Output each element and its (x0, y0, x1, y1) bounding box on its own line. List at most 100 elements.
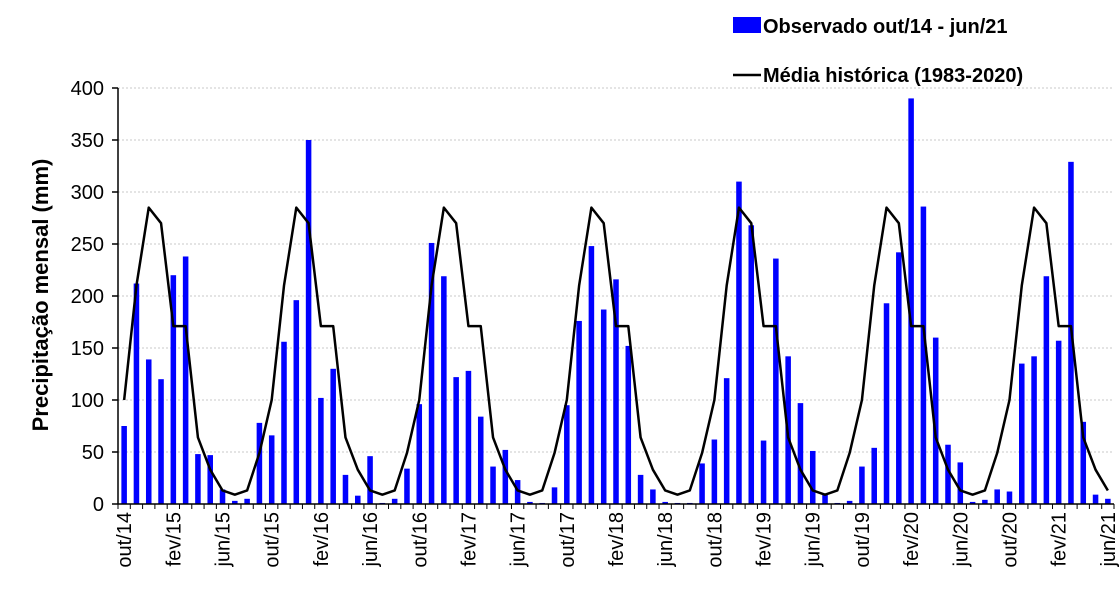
bar-observed (859, 466, 865, 504)
bar-observed (748, 225, 755, 504)
x-tick-label: fev/18 (606, 512, 628, 566)
y-tick-label: 100 (71, 390, 104, 412)
bar-observed (711, 439, 718, 504)
y-tick-labels: 0 50 100 150 200 250 300 350 400 (71, 78, 104, 516)
bar-observed (281, 341, 287, 504)
bar-observed (133, 283, 140, 504)
x-tick-label: out/14 (114, 512, 136, 568)
x-tick-label: jun/16 (360, 512, 382, 568)
line-historical-path (122, 206, 1109, 496)
bar-observed (637, 474, 644, 504)
bar-observed (305, 140, 312, 504)
bar-observed (699, 463, 705, 504)
bar-observed (219, 489, 226, 504)
bar-observed (514, 480, 521, 504)
bar-observed (773, 258, 779, 504)
bar-observed (293, 300, 300, 504)
bar-observed (760, 440, 767, 504)
bar-observed (932, 337, 939, 504)
y-tick-label: 350 (71, 130, 104, 152)
x-tick-label: jun/20 (950, 512, 972, 568)
x-tick-label: out/20 (999, 512, 1021, 568)
bar-observed (736, 181, 742, 504)
bar-observed (465, 370, 472, 504)
bar-observed (477, 416, 484, 504)
bar-observed (268, 435, 275, 504)
bars-observed (121, 98, 1111, 505)
y-tick-label: 400 (71, 78, 104, 100)
bar-observed (355, 495, 361, 504)
bar-observed (170, 275, 177, 504)
bar-observed (1092, 494, 1099, 504)
x-tick-label: out/18 (704, 512, 726, 568)
x-tick-label: out/19 (852, 512, 874, 568)
bar-observed (809, 450, 816, 504)
bar-observed (416, 404, 423, 504)
bar-observed (797, 403, 804, 504)
legend-label-observed: Observado out/14 - jun/21 (763, 16, 1008, 38)
bar-observed (822, 494, 828, 504)
bar-observed (158, 379, 164, 504)
bar-observed (195, 454, 201, 504)
x-tick-label: jun/21 (1098, 512, 1120, 568)
bar-observed (1055, 340, 1062, 504)
bar-observed (256, 422, 263, 504)
bar-observed (883, 303, 890, 504)
bar-observed (121, 426, 127, 504)
x-tick-label: out/15 (262, 512, 284, 568)
bar-observed (588, 246, 595, 504)
y-tick-label: 200 (71, 286, 104, 308)
bar-observed (908, 98, 914, 505)
bar-observed (945, 444, 951, 504)
y-tick-label: 300 (71, 182, 104, 204)
x-tick-label: fev/20 (901, 512, 923, 566)
bar-observed (342, 474, 349, 504)
bar-observed (564, 405, 570, 504)
y-tick-label: 0 (93, 494, 104, 516)
bar-observed (502, 449, 509, 504)
x-tick-label: fev/21 (1049, 512, 1071, 566)
bar-observed (896, 252, 902, 504)
bar-observed (490, 466, 496, 504)
bar-observed (723, 378, 730, 504)
x-tick-label: fev/17 (458, 512, 480, 566)
x-tick-label: out/17 (557, 512, 579, 568)
x-tick-label: fev/16 (311, 512, 333, 566)
bar-observed (1080, 421, 1087, 504)
bar-observed (367, 456, 373, 504)
bar-observed (994, 489, 1000, 504)
bar-observed (1105, 498, 1111, 504)
bar-observed (1006, 491, 1013, 504)
x-tick-label: jun/15 (213, 512, 235, 568)
bar-observed (391, 498, 398, 504)
x-tick-labels: out/14 fev/15 jun/15 out/15 fev/16 jun/16 out/… (114, 512, 1120, 568)
bar-observed (244, 498, 250, 504)
bar-observed (871, 447, 877, 504)
bar-observed (600, 309, 607, 504)
bar-observed (182, 256, 189, 504)
bar-observed (551, 487, 558, 504)
legend-label-historical: Média histórica (1983-2020) (763, 65, 1023, 87)
y-tick-label: 250 (71, 234, 104, 256)
bar-observed (207, 455, 213, 504)
x-tick-label: jun/18 (655, 512, 677, 568)
bar-observed (662, 501, 668, 504)
y-axis-title: Precipitação mensal (mm) (28, 159, 53, 432)
line-historical (122, 206, 1109, 496)
bar-observed (920, 206, 927, 504)
y-tick-label: 150 (71, 338, 104, 360)
legend: Observado out/14 - jun/21 Média históric… (733, 16, 1023, 87)
x-tick-label: jun/19 (803, 512, 825, 568)
bar-observed (441, 276, 447, 504)
bar-observed (318, 397, 324, 504)
bar-observed (428, 242, 435, 504)
bar-observed (969, 501, 976, 504)
bar-observed (846, 500, 853, 504)
bar-observed (1019, 363, 1025, 504)
x-tick-label: out/16 (409, 512, 431, 568)
bar-observed (1043, 276, 1050, 504)
bar-observed (232, 500, 238, 504)
x-tick-label: jun/17 (508, 512, 530, 568)
bar-observed (625, 345, 632, 504)
